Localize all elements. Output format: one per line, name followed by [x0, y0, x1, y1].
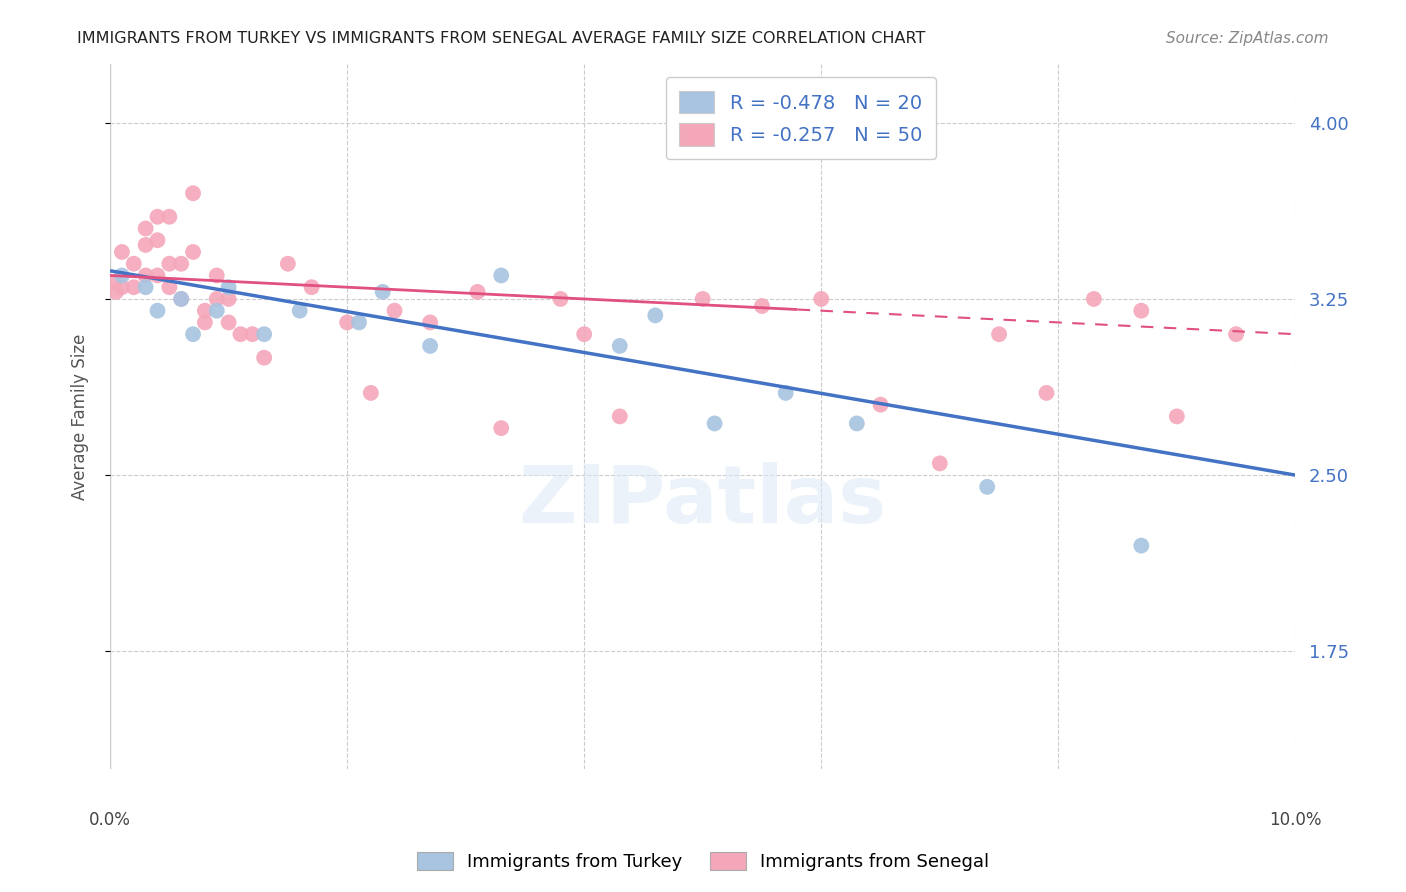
Point: [194, 315, 217, 329]
Legend: R = -0.478   N = 20, R = -0.257   N = 50: R = -0.478 N = 20, R = -0.257 N = 50: [666, 78, 936, 159]
Point: [157, 280, 180, 294]
Point: [644, 309, 666, 323]
Point: [146, 210, 169, 224]
Point: [419, 315, 441, 329]
Point: [810, 292, 832, 306]
Point: [845, 417, 868, 431]
Point: [229, 327, 252, 342]
Point: [574, 327, 596, 342]
Point: [122, 280, 145, 294]
Point: [170, 257, 193, 271]
Point: [1083, 292, 1105, 306]
Point: [277, 257, 299, 271]
Point: [1130, 539, 1153, 553]
Point: [360, 385, 382, 400]
Legend: Immigrants from Turkey, Immigrants from Senegal: Immigrants from Turkey, Immigrants from …: [409, 845, 997, 879]
Point: [135, 268, 157, 283]
Point: [253, 327, 276, 342]
Point: [301, 280, 323, 294]
Point: [218, 315, 240, 329]
Point: [775, 385, 797, 400]
Point: [869, 398, 891, 412]
Point: [218, 280, 240, 294]
Point: [703, 417, 725, 431]
Point: [146, 303, 169, 318]
Point: [751, 299, 773, 313]
Point: [550, 292, 572, 306]
Point: [111, 268, 134, 283]
Point: [218, 292, 240, 306]
Point: [692, 292, 714, 306]
Point: [122, 257, 145, 271]
Point: [467, 285, 489, 299]
Point: [205, 303, 228, 318]
Point: [157, 257, 180, 271]
Point: [181, 244, 204, 259]
Point: [170, 292, 193, 306]
Point: [609, 409, 631, 424]
Text: 10.0%: 10.0%: [1270, 811, 1322, 829]
Point: [419, 339, 441, 353]
Text: IMMIGRANTS FROM TURKEY VS IMMIGRANTS FROM SENEGAL AVERAGE FAMILY SIZE CORRELATIO: IMMIGRANTS FROM TURKEY VS IMMIGRANTS FRO…: [77, 31, 925, 46]
Point: [205, 268, 228, 283]
Point: [135, 280, 157, 294]
Point: [1130, 303, 1153, 318]
Text: Source: ZipAtlas.com: Source: ZipAtlas.com: [1166, 31, 1329, 46]
Point: [194, 303, 217, 318]
Point: [111, 244, 134, 259]
Point: [105, 285, 128, 299]
Y-axis label: Average Family Size: Average Family Size: [72, 334, 89, 500]
Point: [609, 339, 631, 353]
Text: ZIPatlas: ZIPatlas: [519, 462, 887, 540]
Point: [1225, 327, 1247, 342]
Point: [988, 327, 1011, 342]
Point: [336, 315, 359, 329]
Point: [205, 292, 228, 306]
Point: [181, 327, 204, 342]
Point: [103, 276, 125, 290]
Point: [253, 351, 276, 365]
Point: [288, 303, 311, 318]
Point: [489, 268, 512, 283]
Point: [181, 186, 204, 201]
Text: 0.0%: 0.0%: [89, 811, 131, 829]
Point: [1035, 385, 1057, 400]
Point: [371, 285, 394, 299]
Point: [135, 238, 157, 252]
Point: [489, 421, 512, 435]
Point: [146, 233, 169, 247]
Point: [976, 480, 998, 494]
Point: [135, 221, 157, 235]
Point: [1166, 409, 1188, 424]
Point: [240, 327, 263, 342]
Point: [146, 268, 169, 283]
Point: [157, 210, 180, 224]
Point: [384, 303, 406, 318]
Point: [347, 315, 370, 329]
Point: [928, 456, 950, 470]
Point: [170, 292, 193, 306]
Point: [111, 280, 134, 294]
